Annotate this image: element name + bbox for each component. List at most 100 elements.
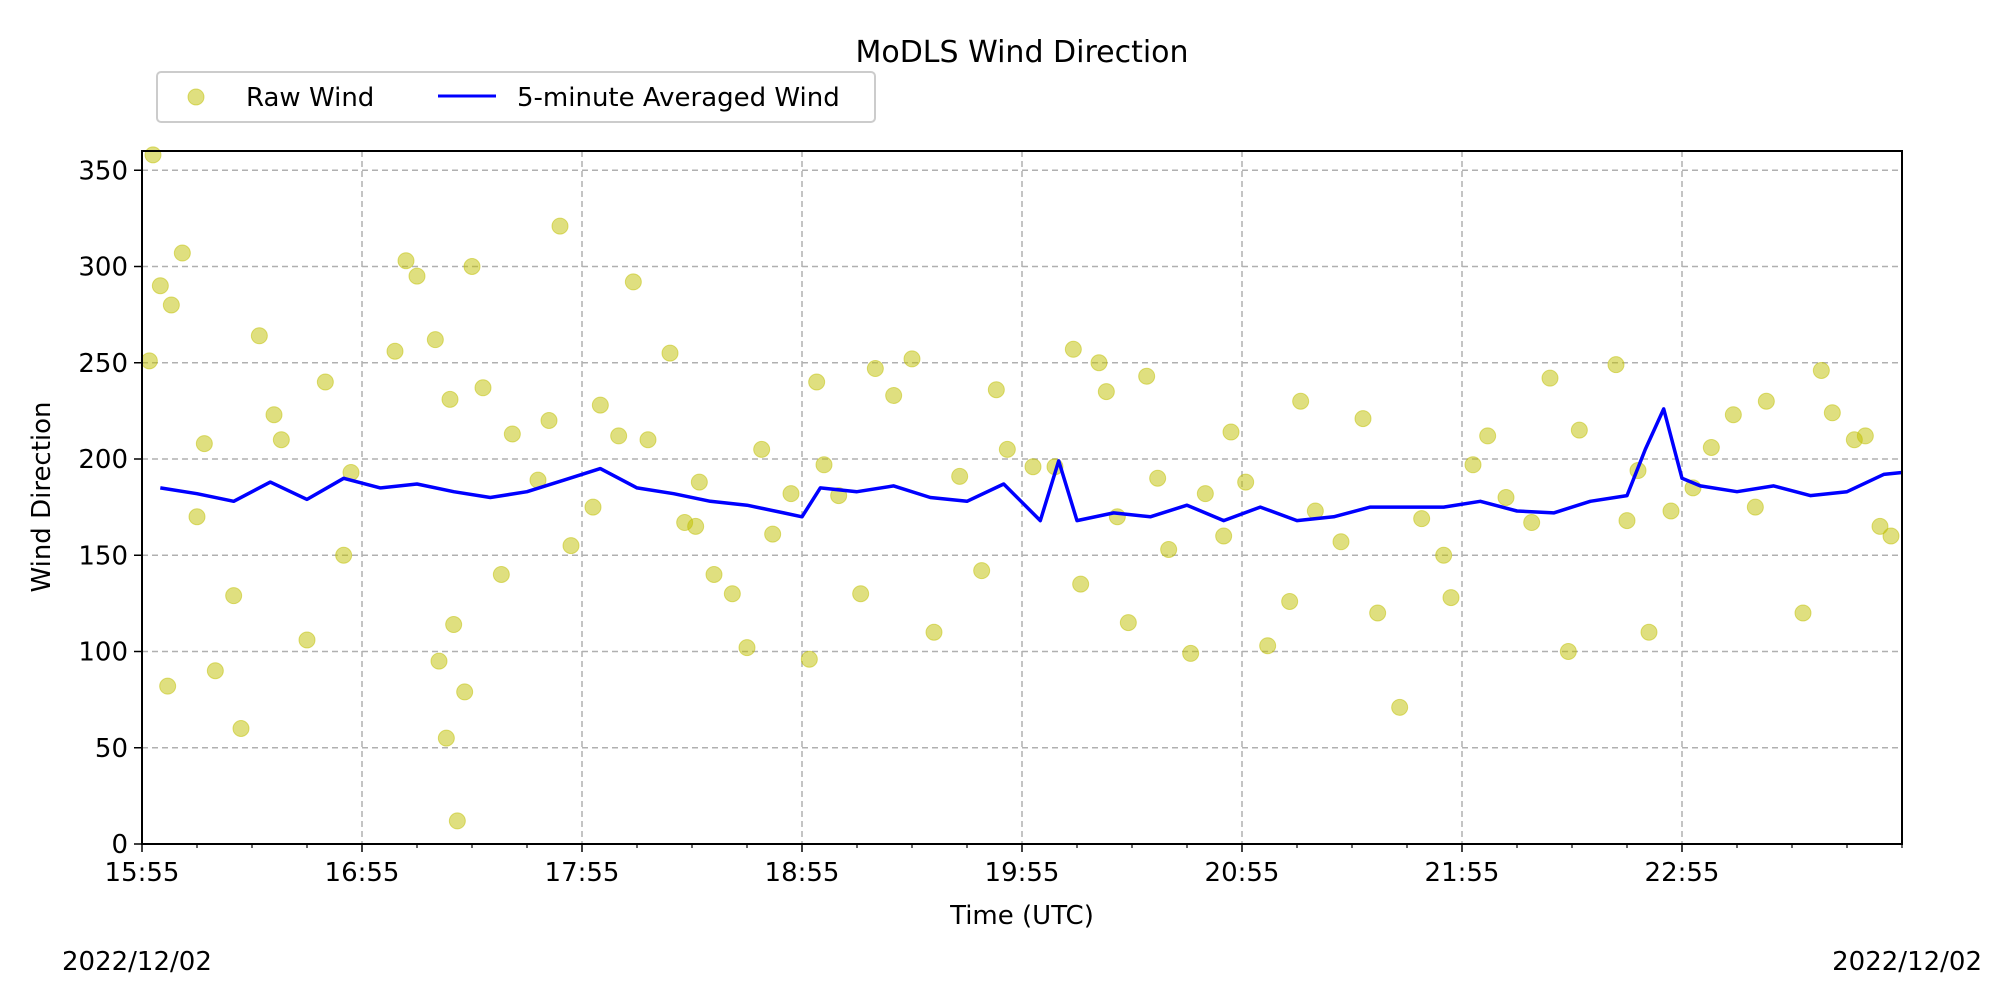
raw-wind-point	[1435, 546, 1453, 564]
y-axis-label: Wind Direction	[27, 401, 57, 592]
y-tick-label: 150	[78, 541, 128, 571]
raw-wind-point	[1523, 514, 1541, 532]
raw-wind-point	[1812, 361, 1830, 379]
y-tick-label: 200	[78, 445, 128, 475]
raw-wind-point	[852, 585, 870, 603]
raw-wind-point	[1369, 604, 1387, 622]
x-tick-label: 15:55	[105, 858, 180, 888]
raw-wind-point	[1354, 410, 1372, 428]
x-axis: 15:55 16:55 17:55 18:55 19:55 20:55 21:55 22:55	[105, 844, 1903, 888]
raw-wind-point	[723, 585, 741, 603]
raw-wind-point	[463, 258, 481, 275]
raw-wind-point	[808, 373, 826, 391]
y-tick-label: 0	[111, 830, 128, 860]
legend-frame	[156, 71, 876, 123]
x-tick-label: 18:55	[765, 858, 840, 888]
raw-wind-point	[591, 396, 609, 414]
raw-wind-point	[866, 360, 884, 378]
raw-wind-point	[624, 273, 642, 291]
raw-wind-point	[1292, 392, 1310, 410]
averaged-wind-line	[160, 407, 1903, 523]
raw-wind-point	[250, 327, 268, 345]
raw-wind-point	[690, 473, 708, 491]
raw-wind-point	[1856, 427, 1874, 445]
raw-wind-point	[1724, 406, 1742, 424]
raw-wind-point	[1464, 456, 1482, 474]
x-axis-label: Time (UTC)	[949, 901, 1094, 931]
raw-wind-point	[584, 498, 602, 516]
raw-wind-point	[998, 440, 1016, 458]
raw-wind-point	[1222, 423, 1240, 441]
raw-wind-point	[885, 386, 903, 404]
raw-wind-point	[987, 381, 1005, 399]
raw-wind-point	[1607, 356, 1625, 374]
raw-wind-point	[335, 546, 353, 564]
raw-wind-point	[1072, 575, 1090, 593]
raw-wind-point	[1064, 340, 1082, 358]
y-tick-label: 350	[78, 156, 128, 186]
raw-wind-point	[151, 277, 169, 295]
raw-wind-point	[753, 440, 771, 458]
raw-wind-point	[764, 525, 782, 543]
raw-wind-point	[225, 587, 243, 605]
raw-wind-point	[456, 683, 474, 701]
raw-wind-point	[272, 431, 290, 449]
raw-wind-point	[173, 244, 191, 262]
raw-wind-point	[265, 406, 283, 424]
raw-wind-point	[503, 425, 521, 443]
raw-wind-point	[782, 485, 800, 503]
raw-wind-point	[705, 566, 723, 583]
raw-wind-point	[1746, 498, 1764, 516]
raw-wind-point	[562, 537, 580, 555]
raw-wind-point	[951, 467, 969, 485]
raw-wind-point	[1541, 369, 1559, 387]
raw-wind-point	[492, 566, 510, 583]
y-tick-label: 50	[95, 734, 128, 764]
averaged-wind-series-line	[160, 407, 1903, 523]
x-tick-label: 19:55	[985, 858, 1060, 888]
raw-wind-point	[437, 729, 455, 747]
chart-title: MoDLS Wind Direction	[855, 35, 1188, 70]
raw-wind-point	[1196, 485, 1214, 503]
x-tick-label: 21:55	[1425, 858, 1500, 888]
raw-wind-point	[1160, 540, 1178, 558]
raw-wind-point	[162, 296, 180, 314]
raw-wind-point	[639, 431, 657, 449]
raw-wind-point	[1215, 527, 1233, 545]
raw-wind-point	[316, 373, 334, 391]
raw-wind-point	[397, 252, 415, 270]
raw-wind-point	[1391, 698, 1409, 716]
y-tick-label: 100	[78, 638, 128, 668]
raw-wind-point	[232, 720, 250, 737]
raw-wind-point	[1413, 510, 1431, 528]
raw-wind-point	[1237, 473, 1255, 491]
raw-wind-point	[1497, 489, 1515, 506]
raw-wind-point	[474, 379, 492, 397]
raw-wind-point	[1332, 533, 1350, 551]
raw-wind-point	[540, 412, 558, 429]
raw-wind-point	[925, 623, 943, 641]
raw-wind-point	[1702, 438, 1720, 456]
raw-wind-point	[1149, 469, 1167, 487]
raw-wind-point	[1024, 458, 1042, 476]
legend-raw-wind-label: Raw Wind	[246, 83, 374, 113]
raw-wind-point	[1182, 644, 1200, 662]
legend-raw-wind-marker	[187, 88, 205, 106]
raw-wind-point	[973, 562, 991, 580]
raw-wind-point	[386, 342, 404, 360]
raw-wind-point	[448, 812, 466, 830]
x-tick-label: 17:55	[545, 858, 620, 888]
raw-wind-point	[738, 639, 756, 657]
raw-wind-point	[188, 508, 206, 526]
raw-wind-point	[903, 350, 921, 368]
raw-wind-points	[140, 146, 1900, 830]
legend-averaged-wind-label: 5-minute Averaged Wind	[517, 83, 840, 113]
raw-wind-point	[1479, 427, 1497, 445]
raw-wind-point	[687, 517, 705, 535]
raw-wind-point	[815, 456, 833, 474]
raw-wind-point	[1794, 604, 1812, 622]
raw-wind-point	[1097, 383, 1115, 401]
raw-wind-point	[195, 435, 213, 453]
